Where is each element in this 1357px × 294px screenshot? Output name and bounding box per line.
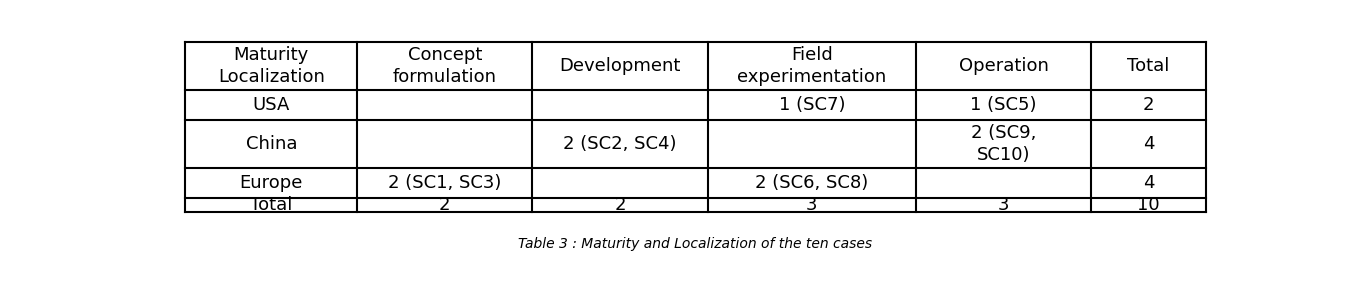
Text: 4: 4 — [1143, 135, 1155, 153]
Text: 2 (SC6, SC8): 2 (SC6, SC8) — [756, 174, 868, 192]
Text: 1 (SC5): 1 (SC5) — [970, 96, 1037, 114]
Text: China: China — [246, 135, 297, 153]
Text: 4: 4 — [1143, 174, 1155, 192]
Text: Maturity
Localization: Maturity Localization — [218, 46, 324, 86]
Text: Development: Development — [559, 57, 681, 75]
Text: 2: 2 — [1143, 96, 1155, 114]
Text: Total: Total — [1128, 57, 1170, 75]
Text: Field
experimentation: Field experimentation — [737, 46, 886, 86]
Text: USA: USA — [252, 96, 290, 114]
Text: 1 (SC7): 1 (SC7) — [779, 96, 845, 114]
Text: Table 3 : Maturity and Localization of the ten cases: Table 3 : Maturity and Localization of t… — [518, 237, 873, 250]
Text: 2 (SC1, SC3): 2 (SC1, SC3) — [388, 174, 502, 192]
Text: 2: 2 — [615, 196, 626, 214]
Text: 3: 3 — [806, 196, 818, 214]
Text: 3: 3 — [997, 196, 1010, 214]
Text: 10: 10 — [1137, 196, 1160, 214]
Text: Operation: Operation — [959, 57, 1049, 75]
Text: Concept
formulation: Concept formulation — [394, 46, 497, 86]
Text: 2 (SC9,
SC10): 2 (SC9, SC10) — [972, 124, 1037, 164]
Text: 2: 2 — [440, 196, 451, 214]
Text: Total: Total — [250, 196, 293, 214]
Text: Europe: Europe — [240, 174, 303, 192]
Text: 2 (SC2, SC4): 2 (SC2, SC4) — [563, 135, 677, 153]
